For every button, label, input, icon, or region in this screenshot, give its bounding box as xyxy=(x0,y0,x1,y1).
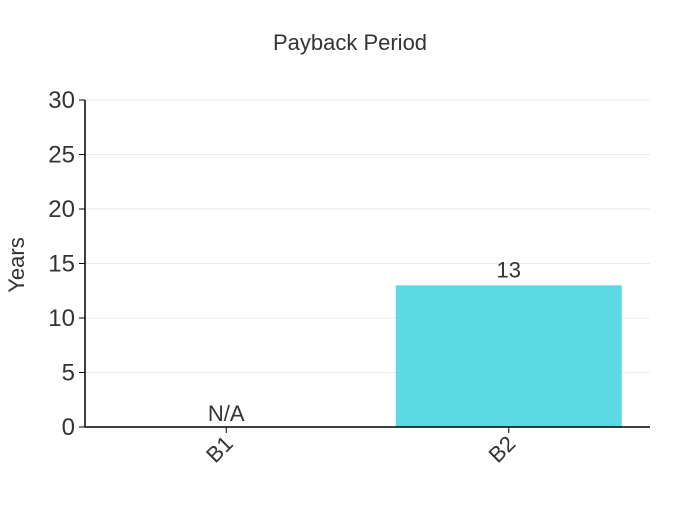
y-tick-label-0: 0 xyxy=(62,414,75,441)
x-tick-label-b1: B1 xyxy=(201,431,238,468)
chart-title: Payback Period xyxy=(273,30,427,55)
x-tick-label-b2: B2 xyxy=(484,431,521,468)
y-axis-label: Years xyxy=(4,237,29,292)
data-label-b1: N/A xyxy=(208,401,245,426)
y-tick-label-1: 5 xyxy=(62,360,75,387)
y-tick-label-4: 20 xyxy=(48,196,75,223)
bars xyxy=(395,285,622,427)
bar-b2 xyxy=(395,285,622,427)
y-tick-label-6: 30 xyxy=(48,87,75,114)
y-tick-label-5: 25 xyxy=(48,142,75,169)
y-tick-label-2: 10 xyxy=(48,305,75,332)
y-tick-label-3: 15 xyxy=(48,251,75,278)
axes xyxy=(79,99,650,433)
data-label-b2: 13 xyxy=(497,257,521,282)
